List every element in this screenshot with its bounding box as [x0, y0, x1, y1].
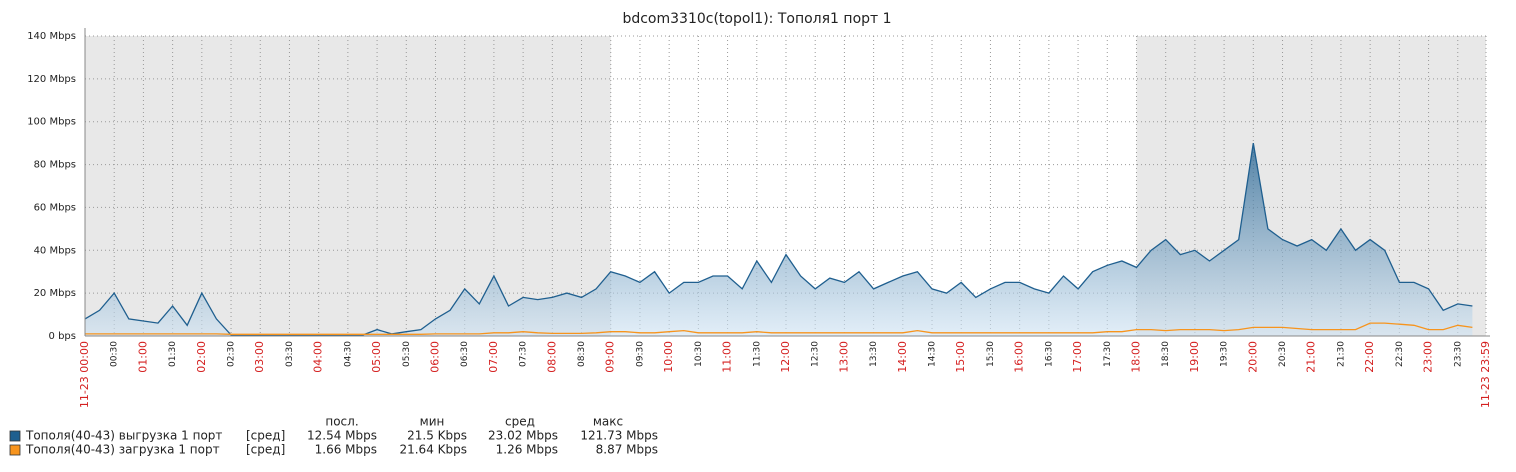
x-tick-label: 04:00 [312, 341, 325, 373]
x-tick-label: 19:00 [1188, 341, 1201, 373]
x-tick-label: 00:30 [110, 341, 120, 367]
x-tick-label: 17:00 [1071, 341, 1084, 373]
x-tick-label: 23:00 [1422, 341, 1435, 373]
x-tick-label: 11:30 [752, 341, 762, 367]
x-tick-label: 07:00 [487, 341, 500, 373]
legend-func: [сред] [246, 443, 285, 457]
legend-stat: 1.66 Mbps [315, 443, 377, 457]
x-tick-label: 05:00 [370, 341, 383, 373]
x-tick-label: 15:30 [986, 341, 996, 367]
y-tick-label: 60 Mbps [34, 202, 76, 213]
legend-header: мин [420, 415, 445, 429]
x-tick-label: 20:00 [1246, 341, 1259, 373]
x-tick-label: 22:30 [1395, 341, 1405, 367]
x-tick-label: 01:30 [168, 341, 178, 367]
legend-stat: 1.26 Mbps [496, 443, 558, 457]
x-tick-label: 04:30 [343, 341, 353, 367]
x-tick-label: 03:00 [253, 341, 266, 373]
x-tick-label: 11:00 [721, 341, 734, 373]
x-tick-label: 10:30 [694, 341, 704, 367]
y-tick-label: 0 bps [49, 331, 76, 342]
x-tick-label: 06:30 [460, 341, 470, 367]
x-tick-label: 07:30 [519, 341, 529, 367]
x-tick-label: 13:30 [869, 341, 879, 367]
y-tick-label: 100 Mbps [27, 117, 76, 128]
legend-stat: 21.5 Kbps [407, 429, 467, 443]
legend-label: Тополя(40-43) выгрузка 1 порт [25, 429, 222, 443]
x-tick-label: 23:30 [1453, 341, 1463, 367]
x-tick-label: 19:30 [1220, 341, 1230, 367]
x-tick-label: 10:00 [662, 341, 675, 373]
legend-label: Тополя(40-43) загрузка 1 порт [25, 443, 220, 457]
x-tick-label: 15:00 [954, 341, 967, 373]
x-tick-label: 08:00 [545, 341, 558, 373]
x-tick-label: 12:30 [811, 341, 821, 367]
series-line [85, 322, 1473, 335]
x-tick-label: 01:00 [136, 341, 149, 373]
legend-stat: 12.54 Mbps [307, 429, 377, 443]
chart-title: bdcom3310c(topol1): Тополя1 порт 1 [622, 11, 891, 27]
legend-stat: 121.73 Mbps [580, 429, 658, 443]
x-tick-label: 12:00 [779, 341, 792, 373]
legend-header: макс [593, 415, 623, 429]
legend-stat: 21.64 Kbps [399, 443, 467, 457]
shaded-range [85, 36, 611, 336]
x-tick-label: 20:30 [1278, 341, 1288, 367]
y-tick-label: 80 Mbps [34, 160, 76, 171]
x-tick-label: 13:00 [837, 341, 850, 373]
x-tick-label: 18:30 [1161, 341, 1171, 367]
y-tick-label: 120 Mbps [27, 74, 76, 85]
x-tick-label: 02:30 [227, 341, 237, 367]
legend-swatch [9, 430, 21, 442]
x-tick-label: 08:30 [577, 341, 587, 367]
x-tick-label: 03:30 [285, 341, 295, 367]
series-area [85, 143, 1473, 336]
x-tick-label: 06:00 [428, 341, 441, 373]
x-tick-label: 16:30 [1044, 341, 1054, 367]
x-tick-label: 11-23 00:00 [78, 341, 91, 408]
x-tick-label: 21:00 [1305, 341, 1318, 373]
legend-stat: 23.02 Mbps [488, 429, 558, 443]
legend-stat: 8.87 Mbps [596, 443, 658, 457]
x-tick-label: 05:30 [402, 341, 412, 367]
legend-swatch [9, 444, 21, 456]
x-tick-label: 17:30 [1103, 341, 1113, 367]
x-tick-label: 11-23 23:59 [1479, 341, 1492, 408]
legend-func: [сред] [246, 429, 285, 443]
y-tick-label: 20 Mbps [34, 288, 76, 299]
x-tick-label: 16:00 [1013, 341, 1026, 373]
x-tick-label: 18:00 [1129, 341, 1142, 373]
series-line [84, 142, 1473, 337]
x-tick-label: 02:00 [195, 341, 208, 373]
y-tick-label: 140 Mbps [27, 31, 76, 42]
y-tick-label: 40 Mbps [34, 245, 76, 256]
x-tick-label: 14:00 [896, 341, 909, 373]
x-tick-label: 22:00 [1363, 341, 1376, 373]
legend-header: посл. [325, 415, 358, 429]
x-tick-label: 09:30 [635, 341, 645, 367]
legend-header: сред [505, 415, 535, 429]
x-tick-label: 21:30 [1336, 341, 1346, 367]
x-tick-label: 14:30 [928, 341, 938, 367]
x-tick-label: 09:00 [604, 341, 617, 373]
